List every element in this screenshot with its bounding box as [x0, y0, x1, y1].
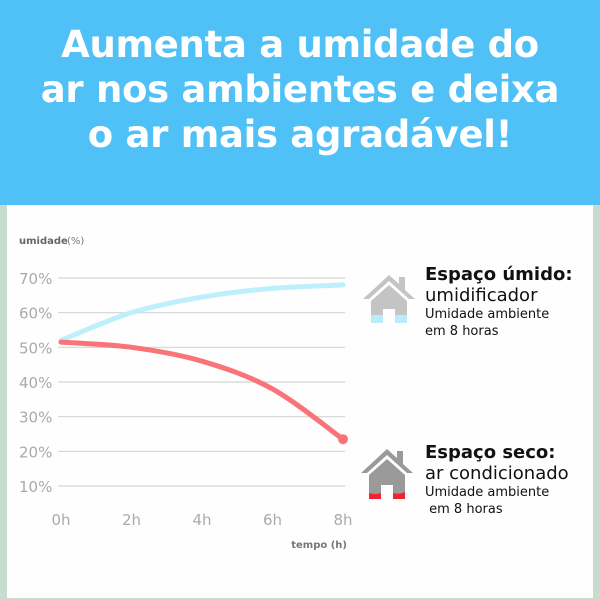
series-line-umido [58, 282, 346, 343]
y-tick-label: 10% [19, 478, 52, 496]
x-axis-label: tempo (h) [291, 540, 347, 551]
legend-desc: Umidade ambiente [425, 307, 550, 322]
y-tick-label: 70% [19, 270, 52, 288]
x-tick-label: 0h [51, 511, 70, 529]
legend-desc: em 8 horas [425, 502, 503, 517]
legend-subtitle: umidificador [425, 285, 538, 306]
headline-line: o ar mais agradável! [87, 113, 513, 156]
headline-line: Aumenta a umidade do [61, 23, 539, 66]
headline-line: ar nos ambientes e deixa [40, 68, 560, 111]
y-tick-label: 50% [19, 339, 52, 357]
y-axis-label: umidade [19, 236, 68, 247]
headline: Aumenta a umidade do ar nos ambientes e … [0, 0, 600, 205]
chart-card: umidade (%) 70% 60% 50% 40% 30% 20% 10% 0h 2h 4h 6… [7, 205, 593, 598]
legend-desc: Umidade ambiente [425, 485, 550, 500]
legend-item-umido: Espaço úmido: umidificador Umidade ambie… [425, 264, 573, 340]
humidity-chart: umidade (%) 70% 60% 50% 40% 30% 20% 10% 0h 2h 4h 6… [19, 236, 353, 551]
house-icon [363, 275, 415, 323]
legend-desc: em 8 horas [425, 324, 499, 339]
y-axis-unit: (%) [67, 236, 84, 247]
y-tick-label: 40% [19, 374, 52, 392]
x-tick-label: 2h [122, 511, 141, 529]
legend-item-seco: Espaço seco: ar condicionado Umidade amb… [425, 442, 569, 518]
y-tick-label: 30% [19, 409, 52, 427]
legend-title: Espaço seco: [425, 442, 556, 463]
x-tick-label: 4h [192, 511, 211, 529]
y-tick-label: 20% [19, 443, 52, 461]
series-line-seco [58, 339, 346, 442]
x-tick-label: 8h [333, 511, 352, 529]
y-tick-label: 60% [19, 305, 52, 323]
x-tick-label: 6h [263, 511, 282, 529]
legend-title: Espaço úmido: [425, 264, 573, 285]
house-icon [361, 449, 413, 499]
end-point-marker [338, 434, 348, 445]
legend-subtitle: ar condicionado [425, 463, 569, 484]
